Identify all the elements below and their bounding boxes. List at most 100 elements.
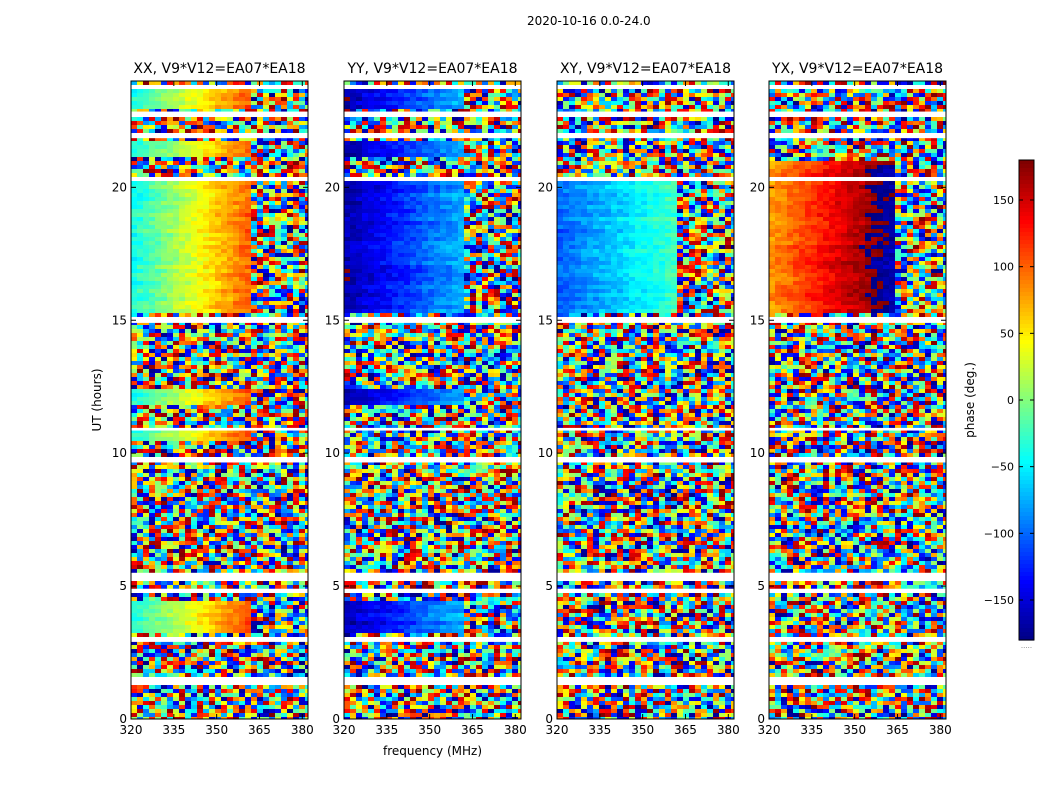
y-tick-label: 0 — [757, 712, 765, 726]
flagged-gap-9 — [131, 111, 308, 116]
flagged-gap-6 — [344, 317, 521, 323]
colorbar-segment — [1019, 344, 1034, 349]
heatmap-cells-yx — [769, 81, 946, 719]
colorbar-segment — [1019, 592, 1034, 597]
colorbar-segment — [1019, 388, 1034, 393]
colorbar-segment — [1019, 488, 1034, 493]
colorbar-segment — [1019, 444, 1034, 449]
flagged-gap-1 — [344, 637, 521, 642]
flagged-gap-10 — [557, 84, 734, 89]
y-tick-label: 10 — [325, 446, 340, 460]
colorbar-segment — [1019, 216, 1034, 221]
plot-frame — [768, 80, 947, 720]
colorbar-segment — [1019, 428, 1034, 433]
colorbar-segment — [1019, 224, 1034, 229]
colorbar-segment — [1019, 608, 1034, 613]
x-tick-label: 380 — [504, 723, 527, 737]
colorbar-segment — [1019, 632, 1034, 637]
colorbar-segment — [1019, 392, 1034, 397]
x-tick-label: 335 — [800, 723, 823, 737]
colorbar-segment — [1019, 348, 1034, 353]
flagged-gap-2 — [131, 588, 308, 593]
colorbar-segment — [1019, 160, 1034, 165]
colorbar-segment — [1019, 568, 1034, 573]
flagged-gap-2 — [769, 588, 946, 593]
heatmap-panel-xx: 320 335 350 365 380 0 5 10 15 20 XX, V9*V12=EA07*E… — [90, 61, 314, 737]
colorbar-segment — [1019, 448, 1034, 453]
colorbar-segment — [1019, 628, 1034, 633]
colorbar-segment — [1019, 220, 1034, 225]
x-tick-label: 380 — [291, 723, 314, 737]
flagged-gap-4 — [557, 458, 734, 463]
y-tick-label: 5 — [757, 579, 765, 593]
colorbar-segment — [1019, 364, 1034, 369]
y-tick-label: 20 — [750, 180, 765, 194]
colorbar-segment — [1019, 528, 1034, 533]
colorbar-segment — [1019, 468, 1034, 473]
y-tick-label: 10 — [750, 446, 765, 460]
colorbar-segment — [1019, 520, 1034, 525]
colorbar-segment — [1019, 456, 1034, 461]
x-tick-label: 365 — [674, 723, 697, 737]
x-tick-label: 365 — [461, 723, 484, 737]
colorbar-segment — [1019, 356, 1034, 361]
y-tick-label: 20 — [325, 180, 340, 194]
colorbar-tick-label: 150 — [993, 194, 1014, 207]
x-tick-label: 350 — [418, 723, 441, 737]
flagged-gap-2 — [344, 588, 521, 593]
colorbar-segment — [1019, 236, 1034, 241]
y-tick-label: 5 — [545, 579, 553, 593]
colorbar-segment — [1019, 312, 1034, 317]
flagged-gap-10 — [131, 84, 308, 89]
flagged-gap-8 — [131, 134, 308, 139]
flagged-gap-3 — [344, 572, 521, 580]
colorbar-segment — [1019, 328, 1034, 333]
heatmap-cells-xx — [131, 81, 308, 719]
colorbar-segment — [1019, 580, 1034, 585]
flagged-gap-0 — [557, 677, 734, 684]
heatmap-panel-yx: 320 335 350 365 380 0 5 10 15 20 YX, V9*V12=EA07*E… — [750, 61, 952, 737]
flagged-gap-7 — [344, 178, 521, 181]
colorbar-segment — [1019, 376, 1034, 381]
colorbar-segment — [1019, 396, 1034, 401]
colorbar-segment — [1019, 492, 1034, 497]
colorbar-segment — [1019, 276, 1034, 281]
colorbar-tick-label: −150 — [984, 594, 1014, 607]
flagged-gap-10 — [769, 84, 946, 89]
colorbar-segment — [1019, 352, 1034, 357]
x-axis-label: frequency (MHz) — [383, 744, 482, 758]
colorbar-segment — [1019, 272, 1034, 277]
colorbar-segment — [1019, 500, 1034, 505]
colorbar-segment — [1019, 264, 1034, 269]
colorbar-segment — [1019, 572, 1034, 577]
colorbar-segment — [1019, 484, 1034, 489]
colorbar-segment — [1019, 256, 1034, 261]
flagged-gap-6 — [131, 317, 308, 323]
colorbar-segment — [1019, 512, 1034, 517]
colorbar-segment — [1019, 544, 1034, 549]
flagged-gap-3 — [557, 572, 734, 580]
colorbar-segment — [1019, 508, 1034, 513]
colorbar-segment — [1019, 280, 1034, 285]
colorbar-segment — [1019, 452, 1034, 457]
x-tick-label: 350 — [631, 723, 654, 737]
colorbar-segment — [1019, 552, 1034, 557]
colorbar-segment — [1019, 164, 1034, 169]
y-tick-label: 5 — [332, 579, 340, 593]
flagged-gap-7 — [557, 178, 734, 181]
y-tick-label: 10 — [112, 446, 127, 460]
colorbar-segment — [1019, 184, 1034, 189]
colorbar-segment — [1019, 192, 1034, 197]
colorbar-segment — [1019, 244, 1034, 249]
flagged-gap-7 — [131, 178, 308, 181]
flagged-gap-3 — [131, 572, 308, 580]
colorbar-segment — [1019, 316, 1034, 321]
colorbar-segment — [1019, 420, 1034, 425]
flagged-gap-5 — [131, 427, 308, 431]
y-tick-label: 15 — [112, 313, 127, 327]
flagged-gap-2 — [557, 588, 734, 593]
x-tick-label: 380 — [717, 723, 740, 737]
flagged-gap-9 — [344, 111, 521, 116]
flagged-gap-0 — [344, 677, 521, 684]
colorbar-segment — [1019, 332, 1034, 337]
